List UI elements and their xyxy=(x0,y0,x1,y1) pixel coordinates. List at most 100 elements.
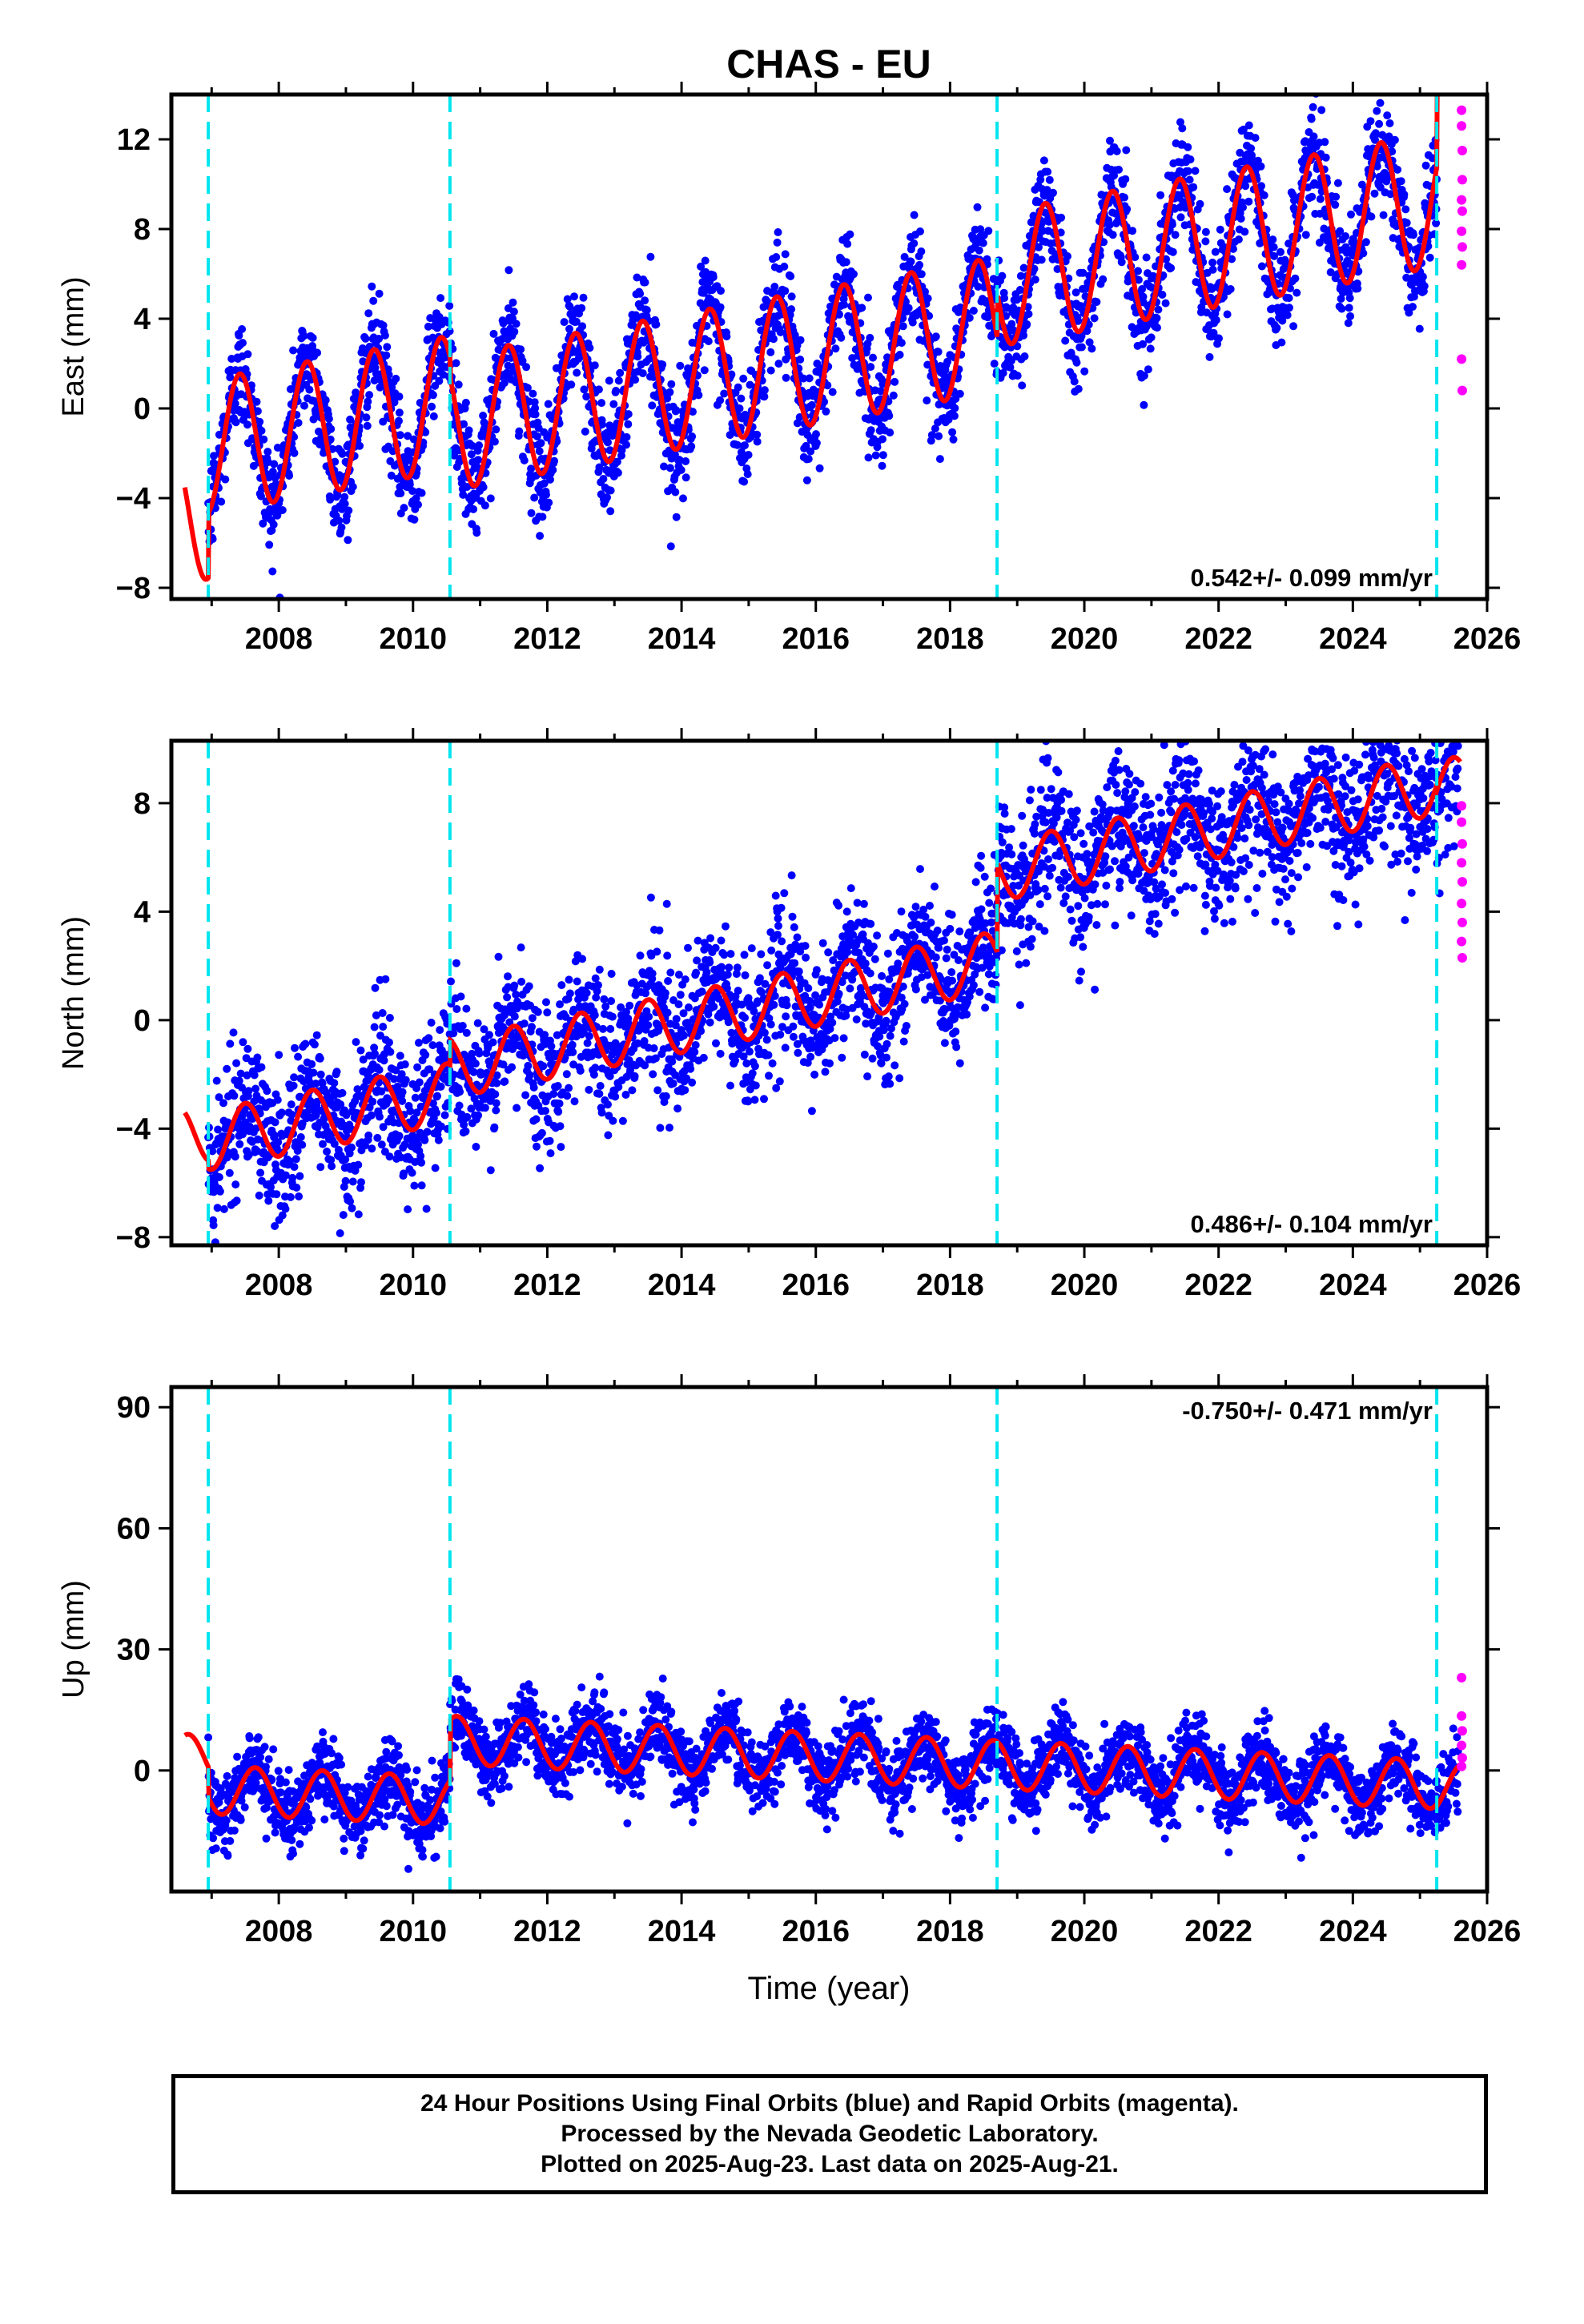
north-point xyxy=(686,1064,695,1073)
east-point xyxy=(1061,336,1070,345)
north-point xyxy=(492,1079,501,1088)
north-point xyxy=(541,1107,549,1116)
east-point xyxy=(858,304,866,312)
north-point xyxy=(232,1196,241,1205)
east-point xyxy=(864,453,873,462)
north-point xyxy=(296,1133,305,1141)
east-point xyxy=(787,305,796,314)
east-point xyxy=(1019,331,1028,340)
east-point xyxy=(740,477,749,486)
east-x-tick-label: 2014 xyxy=(648,622,716,656)
east-point xyxy=(624,420,633,428)
east-point xyxy=(535,447,544,456)
east-point xyxy=(1449,68,1457,76)
east-point xyxy=(1156,191,1165,199)
north-point xyxy=(725,963,734,972)
east-y-tick-label: 0 xyxy=(134,392,151,426)
north-point xyxy=(456,992,465,1001)
north-point xyxy=(726,950,735,959)
east-point xyxy=(459,490,468,499)
east-point xyxy=(796,336,805,344)
east-point xyxy=(598,420,606,428)
east-point xyxy=(572,317,581,326)
east-point xyxy=(1146,344,1155,353)
east-point xyxy=(1108,231,1117,239)
east-point xyxy=(1393,165,1402,174)
north-point xyxy=(674,971,683,979)
east-point xyxy=(396,431,404,440)
east-point xyxy=(289,346,298,355)
north-point xyxy=(378,1009,387,1017)
north-point xyxy=(272,1190,281,1199)
east-point xyxy=(1379,211,1388,219)
east-point xyxy=(790,331,799,340)
east-point xyxy=(1000,294,1009,303)
east-point xyxy=(479,412,488,420)
north-point xyxy=(723,971,732,979)
east-point xyxy=(1366,117,1375,126)
east-point xyxy=(614,376,623,385)
east-point xyxy=(878,435,886,444)
east-point xyxy=(766,366,775,375)
north-point xyxy=(243,1044,252,1053)
north-point xyxy=(348,1177,357,1186)
east-point xyxy=(899,322,907,331)
north-point xyxy=(628,1086,637,1095)
north-point xyxy=(648,969,657,978)
east-point xyxy=(917,270,926,279)
north-point xyxy=(673,1104,682,1113)
east-point xyxy=(1438,20,1446,28)
east-point xyxy=(509,308,518,316)
east-point xyxy=(560,318,569,327)
east-point xyxy=(238,325,247,333)
north-point xyxy=(295,1192,304,1200)
north-point xyxy=(400,1060,409,1069)
east-point xyxy=(1448,33,1456,41)
north-point xyxy=(356,1046,365,1055)
east-point xyxy=(375,335,384,343)
north-point xyxy=(589,1070,598,1079)
north-point xyxy=(339,1211,348,1220)
east-point xyxy=(931,332,940,341)
north-point xyxy=(750,1007,758,1015)
east-point xyxy=(842,258,850,267)
north-point xyxy=(625,1001,634,1010)
north-point xyxy=(666,968,675,977)
east-point xyxy=(1140,400,1148,409)
north-point xyxy=(528,1014,537,1023)
east-point xyxy=(395,408,404,417)
north-point xyxy=(287,1110,296,1119)
east-point xyxy=(1184,143,1192,151)
east-point xyxy=(1453,66,1461,74)
north-point xyxy=(556,1122,565,1131)
east-point xyxy=(404,432,412,440)
east-point xyxy=(255,417,264,426)
north-point xyxy=(209,1221,218,1229)
north-point xyxy=(583,1039,592,1047)
east-point xyxy=(1442,18,1450,26)
north-point xyxy=(291,1155,300,1164)
north-point xyxy=(594,981,602,990)
east-point xyxy=(633,273,641,282)
north-point xyxy=(461,1127,470,1136)
east-point xyxy=(822,407,830,416)
east-point xyxy=(641,296,649,305)
north-point xyxy=(684,943,692,952)
east-point xyxy=(681,457,690,465)
north-point xyxy=(312,1031,321,1039)
north-point xyxy=(744,1097,753,1106)
north-point xyxy=(606,1024,615,1033)
east-point xyxy=(530,398,539,407)
east-point xyxy=(265,541,274,549)
east-panel: 2008 2010 2012 2014 2016 2018 2020 2022 2024 2026… xyxy=(57,3,1521,656)
east-point xyxy=(665,464,674,472)
east-point xyxy=(1436,3,1444,11)
east-x-tick-label: 2008 xyxy=(245,622,313,656)
north-point xyxy=(341,1176,350,1185)
east-point xyxy=(709,273,718,282)
north-point xyxy=(367,1111,376,1120)
east-point xyxy=(1134,267,1142,275)
east-point xyxy=(257,492,265,501)
east-point xyxy=(804,455,813,464)
east-point xyxy=(379,417,388,426)
